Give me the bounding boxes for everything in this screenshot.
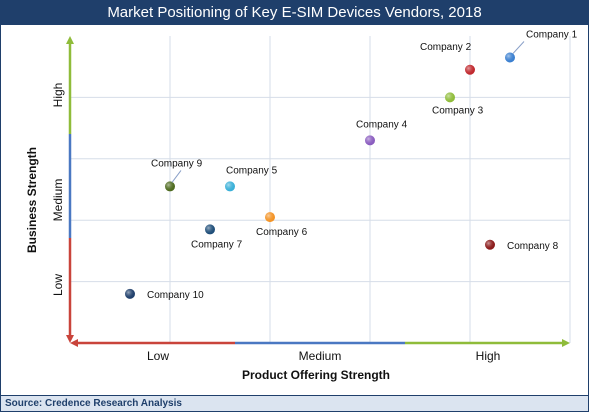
leader-line: [512, 41, 525, 54]
point-label: Company 9: [151, 158, 203, 169]
data-point: Company 1: [505, 29, 578, 63]
data-point: Company 5: [225, 165, 278, 192]
data-point: Company 8: [485, 239, 559, 252]
point-label: Company 5: [226, 165, 278, 176]
point-label: Company 4: [356, 119, 408, 130]
grid: [70, 36, 571, 343]
point-label: Company 7: [191, 239, 243, 250]
y-tick-label: High: [51, 83, 65, 108]
y-tick-label: Medium: [51, 179, 65, 222]
x-axis-label: Product Offering Strength: [242, 368, 390, 382]
point-label: Company 2: [420, 42, 472, 53]
point-label: Company 6: [256, 227, 308, 238]
leader-line: [171, 170, 182, 183]
point-label: Company 1: [526, 29, 578, 40]
data-point: Company 7: [191, 224, 243, 250]
data-point: Company 3: [432, 92, 484, 116]
y-tick-label: Low: [51, 274, 65, 296]
data-points: Company 1 Company 2 Company 3 Company 4 Comp…: [125, 29, 578, 301]
chart-title: Market Positioning of Key E-SIM Devices …: [1, 1, 588, 25]
point-label: Company 3: [432, 105, 484, 116]
axes: [66, 36, 570, 347]
point-label: Company 8: [507, 241, 559, 252]
x-tick-label: Medium: [299, 349, 342, 363]
point-label: Company 10: [147, 290, 204, 301]
x-tick-label: High: [476, 349, 501, 363]
data-point: Company 2: [420, 42, 475, 75]
data-point: Company 10: [125, 288, 204, 301]
tick-labels: Low Medium High Low Medium High: [51, 83, 500, 363]
data-point: Company 4: [356, 119, 408, 146]
y-axis-label: Business Strength: [25, 147, 39, 253]
data-point: Company 6: [256, 212, 308, 238]
data-point: Company 9: [151, 158, 203, 192]
x-tick-label: Low: [147, 349, 169, 363]
source-note: Source: Credence Research Analysis: [1, 395, 588, 411]
